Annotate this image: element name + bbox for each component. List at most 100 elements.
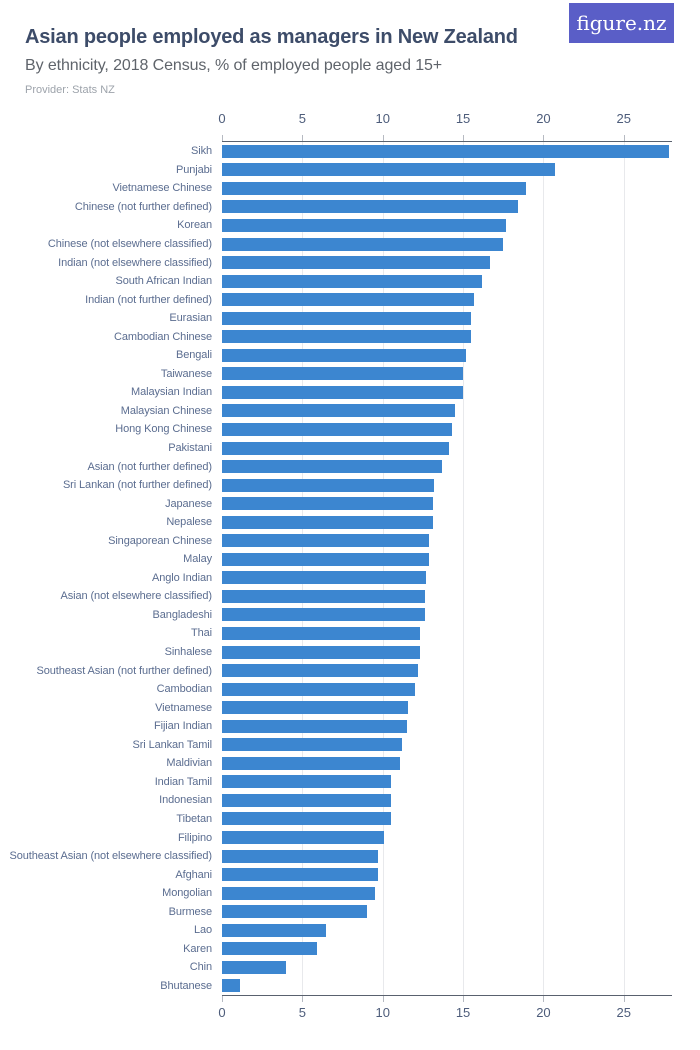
axis-tick-mark — [382, 135, 384, 141]
bar — [222, 534, 430, 548]
bar-track — [222, 680, 672, 699]
bar-track — [222, 346, 672, 365]
category-label: Thai — [191, 627, 212, 640]
bar — [222, 181, 526, 195]
bar-track — [222, 606, 672, 625]
bar-row: Vietnamese Chinese — [0, 179, 700, 198]
axis-tick-label: 10 — [375, 1005, 390, 1020]
bar — [222, 200, 518, 214]
bar — [222, 849, 378, 863]
category-label: Bengali — [176, 349, 212, 362]
axis-tick-label: 25 — [616, 1005, 632, 1020]
bar — [222, 552, 430, 566]
axis-tick-label: 10 — [375, 111, 390, 126]
bar-row: Southeast Asian (not further defined) — [0, 661, 700, 680]
bar-track — [222, 661, 672, 680]
bar — [222, 831, 385, 844]
gridlines — [222, 142, 672, 995]
bar-row: Filipino — [0, 828, 700, 847]
category-label: Hong Kong Chinese — [115, 423, 212, 436]
category-label: Chin — [189, 961, 212, 974]
axis-tick-label: 5 — [298, 111, 306, 126]
bar-row: Hong Kong Chinese — [0, 420, 700, 439]
bar-track — [222, 290, 672, 309]
bar — [222, 460, 443, 474]
category-label: Afghani — [175, 868, 212, 881]
bar — [222, 571, 427, 585]
bar — [222, 738, 402, 752]
category-label: Punjabi — [176, 163, 212, 176]
category-label: Bhutanese — [160, 979, 212, 992]
bar-track — [222, 977, 672, 996]
bar-row: Malaysian Chinese — [0, 402, 700, 421]
bar-track — [222, 420, 672, 439]
category-label: Sri Lankan Tamil — [132, 738, 212, 751]
bar-row: Indian (not elsewhere classified) — [0, 253, 700, 272]
bar-row: Chin — [0, 958, 700, 977]
bar — [222, 923, 327, 937]
bar-track — [222, 457, 672, 476]
gridline — [623, 142, 625, 995]
bar-row: Sinhalese — [0, 643, 700, 662]
bar-track — [222, 272, 672, 291]
chart-rows: Sikh Punjabi Vietnamese Chinese Chinese (no… — [0, 142, 700, 995]
bar-track — [222, 643, 672, 662]
bar — [222, 163, 555, 177]
page-title: Asian people employed as managers in New… — [25, 26, 518, 48]
bar — [222, 775, 391, 789]
bar-track — [222, 365, 672, 384]
bar-row: Bangladeshi — [0, 606, 700, 625]
axis-tick-label: 15 — [455, 1005, 471, 1020]
bar-track — [222, 940, 672, 959]
bar — [222, 942, 317, 956]
bar — [222, 422, 452, 436]
bar-row: Bengali — [0, 346, 700, 365]
category-label: Fijian Indian — [153, 720, 212, 733]
bar — [222, 256, 491, 270]
bar-track — [222, 865, 672, 884]
bar-row: Mongolian — [0, 884, 700, 903]
figure-nz-logo[interactable]: figure.nz — [569, 3, 674, 43]
bar — [222, 886, 375, 900]
bar-row: Chinese (not further defined) — [0, 198, 700, 217]
bar — [222, 478, 435, 492]
category-label: Malaysian Indian — [131, 386, 212, 399]
bar-track — [222, 198, 672, 217]
category-label: Mongolian — [162, 887, 212, 900]
bar-track — [222, 828, 672, 847]
axis-tick-mark — [222, 135, 223, 141]
bar — [222, 515, 433, 529]
bar — [222, 905, 367, 919]
x-axis-top: 0 5 10 15 20 25 — [218, 110, 672, 142]
bar-row: Asian (not elsewhere classified) — [0, 587, 700, 606]
bar — [222, 719, 407, 733]
bar-track — [222, 717, 672, 736]
gridline — [463, 142, 465, 995]
axis-tick-mark — [302, 996, 304, 1002]
bar-track — [222, 958, 672, 977]
category-label: Taiwanese — [160, 367, 212, 380]
category-label: Chinese (not further defined) — [74, 200, 212, 213]
category-label: Malaysian Chinese — [120, 404, 212, 417]
page-subtitle: By ethnicity, 2018 Census, % of employed… — [25, 57, 443, 74]
axis-tick-mark — [543, 135, 545, 141]
bar — [222, 589, 425, 603]
category-label: Maldivian — [166, 757, 212, 770]
bar-row: Punjabi — [0, 161, 700, 180]
bar — [222, 626, 420, 640]
bar-track — [222, 513, 672, 532]
bar-track — [222, 439, 672, 458]
bar-row: Nepalese — [0, 513, 700, 532]
category-label: Southeast Asian (not elsewhere classifie… — [9, 850, 213, 863]
category-label: Korean — [177, 219, 212, 232]
category-label: Asian (not further defined) — [87, 460, 213, 473]
bar-row: Afghani — [0, 865, 700, 884]
axis-tick-label: 20 — [536, 1005, 551, 1020]
axis-tick-mark — [463, 996, 465, 1002]
bar — [222, 793, 391, 807]
bar — [222, 682, 415, 696]
bar-row: Indian Tamil — [0, 773, 700, 792]
bar-track — [222, 810, 672, 829]
bar-track — [222, 216, 672, 235]
bar-row: Vietnamese — [0, 698, 700, 717]
